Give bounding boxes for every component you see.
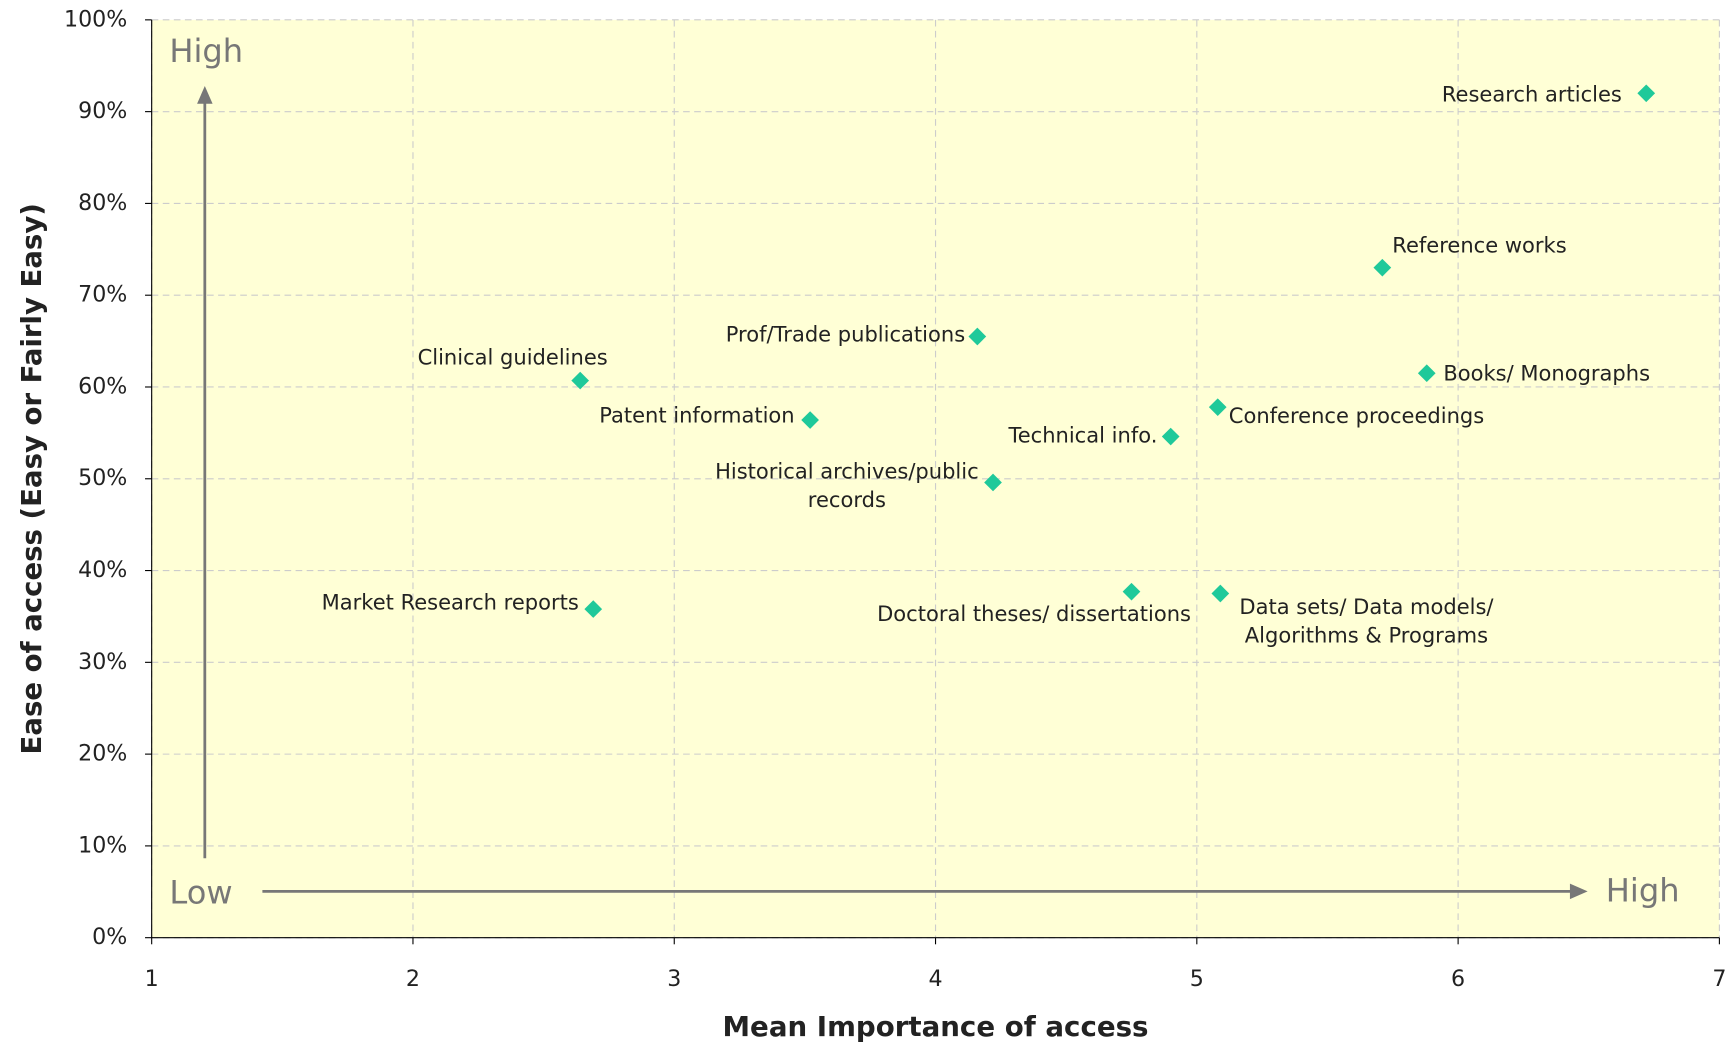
x-tick-label: 6 (1451, 966, 1465, 992)
x-arrowhead (1569, 883, 1588, 900)
point (984, 473, 1002, 492)
x-tick-label: 7 (1712, 966, 1726, 992)
point-label: Technical info. (1007, 424, 1157, 448)
x-tick-label: 1 (145, 966, 159, 992)
annotation: High (169, 32, 243, 70)
y-tick-label: 20% (78, 741, 127, 767)
point-label: Historical archives/public (715, 460, 979, 484)
point (1373, 258, 1392, 277)
point-label: Books/ Monographs (1443, 361, 1650, 385)
y-tick-label: 30% (78, 649, 127, 675)
point-label: Algorithms & Programs (1245, 624, 1488, 648)
annotation: High (1606, 871, 1680, 909)
point (968, 327, 987, 346)
x-tick-label: 2 (406, 966, 420, 992)
annotation: Low (169, 874, 232, 912)
point (1417, 364, 1436, 383)
point-label: records (808, 488, 886, 512)
y-tick-label: 90% (78, 98, 127, 124)
x-tick-label: 5 (1190, 966, 1204, 992)
point-label: Research articles (1442, 83, 1622, 107)
point-label: Data sets/ Data models/ (1239, 595, 1494, 619)
point-label: Market Research reports (322, 591, 579, 615)
y-tick-label: 60% (78, 374, 127, 400)
y-tick-label: 70% (78, 282, 127, 308)
point-label: Patent information (599, 404, 794, 428)
x-axis-title: Mean Importance of access (723, 1010, 1149, 1043)
x-tick-label: 4 (928, 966, 942, 992)
y-axis-title: Ease of access (Easy or Fairly Easy) (15, 203, 48, 754)
y-tick-label: 100% (64, 6, 127, 32)
x-tick-label: 3 (667, 966, 681, 992)
y-tick-label: 50% (78, 465, 127, 491)
y-arrowhead (197, 86, 213, 104)
point (1161, 427, 1180, 446)
point (571, 371, 590, 390)
point-label: Doctoral theses/ dissertations (877, 602, 1191, 626)
y-tick-label: 40% (78, 557, 127, 583)
point-label: Conference proceedings (1229, 404, 1484, 428)
y-tick-label: 0% (92, 924, 127, 950)
point (584, 600, 603, 618)
y-tick-label: 10% (78, 832, 127, 858)
point (1208, 398, 1227, 417)
grid (151, 19, 1720, 939)
y-tick-label: 80% (78, 190, 127, 216)
point-label: Reference works (1392, 234, 1566, 258)
point (801, 411, 819, 429)
point-label: Clinical guidelines (418, 346, 608, 370)
point-label: Prof/Trade publications (726, 322, 965, 346)
